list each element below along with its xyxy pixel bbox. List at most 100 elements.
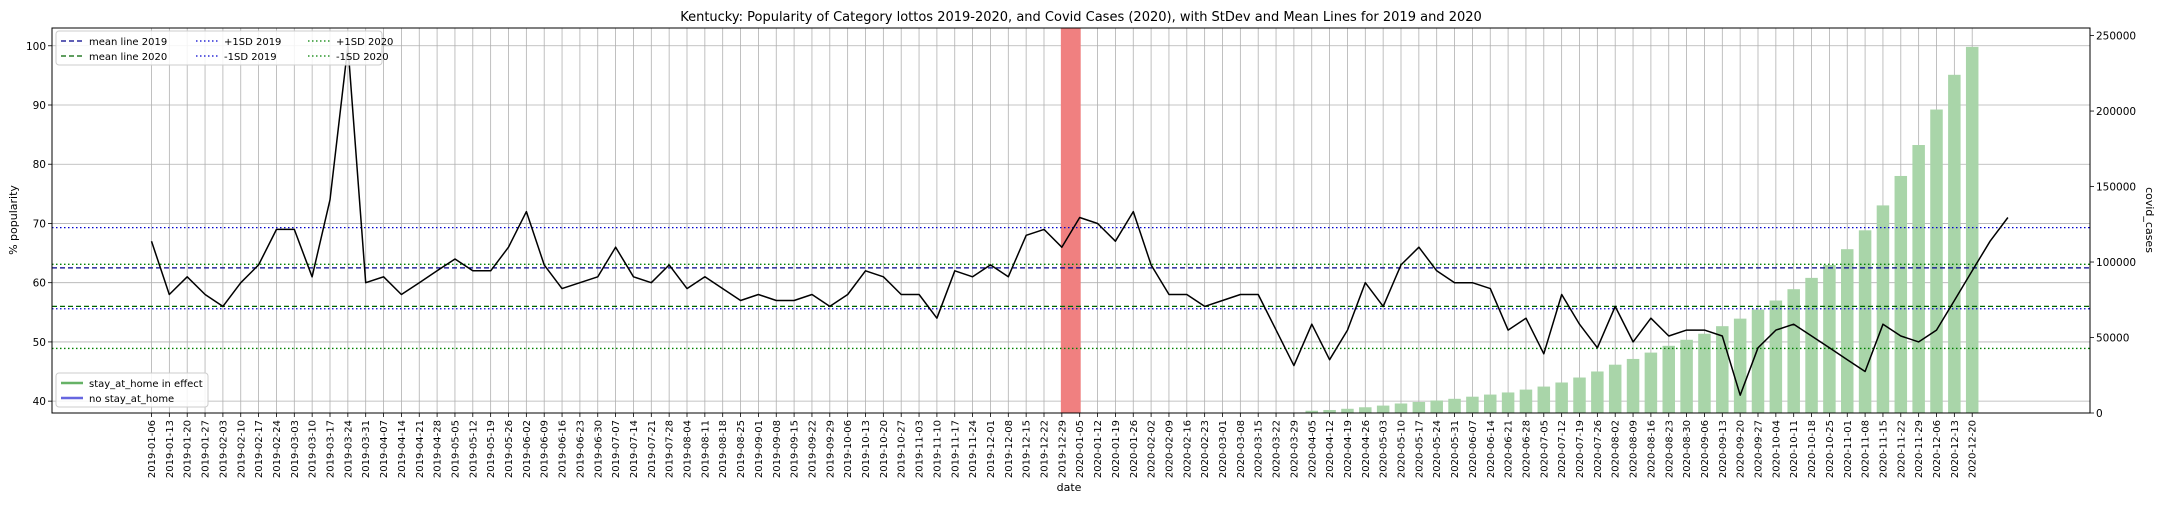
covid-bar	[1823, 265, 1836, 413]
x-tick-label: 2019-02-24	[272, 420, 283, 478]
x-tick-label: 2019-09-22	[807, 420, 818, 478]
y-tick-label: 80	[33, 159, 46, 171]
x-tick-label: 2019-02-03	[218, 420, 229, 478]
x-tick-label: 2020-02-02	[1147, 420, 1158, 478]
covid-bar	[1466, 396, 1479, 413]
x-tick-label: 2020-10-11	[1789, 420, 1800, 478]
covid-bar	[1573, 377, 1586, 413]
covid-bar	[1412, 401, 1426, 413]
x-tick-label: 2019-12-22	[1040, 420, 1051, 478]
x-tick-label: 2019-12-15	[1022, 420, 1033, 478]
x-tick-label: 2020-10-04	[1771, 420, 1782, 478]
x-tick-label: 2020-08-23	[1664, 420, 1675, 478]
x-tick-label: 2020-03-22	[1272, 420, 1283, 478]
y2-tick-label: 0	[2096, 408, 2103, 420]
x-tick-label: 2019-06-16	[558, 420, 569, 478]
legend-label: +1SD 2019	[224, 37, 281, 48]
x-tick-label: 2019-11-17	[950, 420, 961, 478]
reference-lines	[52, 226, 2090, 350]
x-tick-label: 2019-01-27	[201, 420, 212, 478]
x-tick-label: 2019-09-01	[754, 420, 765, 478]
x-tick-label: 2020-06-28	[1521, 420, 1532, 478]
x-tick-label: 2019-04-21	[415, 420, 426, 478]
x-tick-label: 2019-03-31	[361, 420, 372, 478]
x-tick-label: 2019-08-04	[683, 420, 694, 478]
x-tick-label: 2019-02-10	[236, 420, 247, 478]
x-tick-label: 2019-08-25	[736, 420, 747, 478]
covid-bar	[1948, 74, 1961, 413]
x-tick-label: 2020-08-02	[1611, 420, 1622, 478]
highlight-band	[1060, 28, 1081, 413]
x-tick-label: 2020-12-20	[1968, 420, 1979, 478]
x-tick-label: 2020-04-05	[1307, 420, 1318, 478]
x-tick-label: 2019-10-13	[861, 420, 872, 478]
x-tick-label: 2020-08-16	[1646, 420, 1657, 478]
legend-label: no stay_at_home	[89, 394, 174, 405]
covid-bar	[1841, 249, 1854, 413]
covid-bar	[1930, 109, 1943, 413]
x-tick-label: 2020-03-29	[1289, 420, 1300, 478]
x-tick-label: 2019-02-17	[254, 420, 265, 478]
legend-label: -1SD 2019	[224, 52, 277, 63]
x-tick-label: 2020-02-23	[1200, 420, 1211, 478]
legends: mean line 2019 mean line 2020 +1SD 2019 -1S…	[55, 30, 393, 408]
x-tick-label: 2020-05-10	[1397, 420, 1408, 478]
x-tick-label: 2020-04-12	[1325, 420, 1336, 478]
x-tick-label: 2019-05-26	[504, 420, 515, 478]
y2-tick-label: 50000	[2096, 333, 2129, 345]
x-tick-label: 2019-11-24	[968, 420, 979, 478]
y2-tick-label: 150000	[2096, 182, 2136, 194]
x-tick-label: 2020-12-06	[1932, 420, 1943, 478]
x-tick-label: 2019-08-18	[718, 420, 729, 478]
x-tick-label: 2020-03-08	[1236, 420, 1247, 478]
x-tick-label: 2020-07-26	[1593, 420, 1604, 478]
legend-label: stay_at_home in effect	[89, 379, 203, 390]
covid-bar	[1591, 371, 1604, 413]
covid-bar	[1448, 398, 1461, 413]
x-tick-label: 2019-01-06	[147, 420, 158, 478]
y-tick-label: 90	[33, 100, 46, 112]
covid-bar	[1394, 403, 1408, 413]
x-tick-label: 2019-01-20	[183, 420, 194, 478]
x-tick-label: 2020-10-18	[1807, 420, 1818, 478]
x-tick-label: 2019-03-24	[343, 420, 354, 478]
x-tick-label: 2019-12-29	[1057, 420, 1068, 478]
x-tick-label: 2019-07-28	[665, 420, 676, 478]
x-axis-label: date	[1057, 481, 1082, 494]
x-tick-label: 2019-04-07	[379, 420, 390, 478]
x-tick-label: 2020-07-19	[1575, 420, 1586, 478]
x-tick-label: 2019-09-15	[790, 420, 801, 478]
axes: 2019-01-06 2019-01-13 2019-01-20 2019-01-27…	[26, 27, 2136, 478]
y2-tick-label: 200000	[2096, 106, 2136, 118]
x-tick-label: 2020-11-08	[1861, 420, 1872, 478]
x-tick-label: 2020-05-24	[1432, 420, 1443, 478]
y-tick-label: 70	[33, 218, 46, 230]
covid-bar	[1484, 394, 1497, 413]
x-tick-label: 2020-09-13	[1718, 420, 1729, 478]
legend-label: +1SD 2020	[336, 37, 393, 48]
x-tick-label: 2020-11-01	[1843, 420, 1854, 478]
covid-bar	[1965, 46, 1979, 413]
covid-bar	[1716, 326, 1729, 413]
covid-bar	[1376, 405, 1390, 413]
covid-bar	[1323, 409, 1336, 413]
x-tick-label: 2019-04-28	[433, 420, 444, 478]
x-tick-label: 2019-03-03	[290, 420, 301, 478]
y2-tick-label: 100000	[2096, 257, 2136, 269]
plot-frame	[51, 27, 2091, 414]
y-tick-label: 50	[33, 337, 46, 349]
x-tick-label: 2019-12-08	[1004, 420, 1015, 478]
x-tick-label: 2020-06-21	[1504, 420, 1515, 478]
y2-tick-label: 250000	[2096, 31, 2136, 43]
covid-bar	[1787, 289, 1800, 413]
x-tick-label: 2020-09-06	[1700, 420, 1711, 478]
x-tick-label: 2020-12-13	[1950, 420, 1961, 478]
popularity-line-group	[150, 45, 2009, 396]
covid-bar	[1305, 410, 1318, 413]
x-tick-label: 2020-04-26	[1361, 420, 1372, 478]
covid-bar	[1501, 392, 1515, 413]
x-tick-label: 2020-07-12	[1557, 420, 1568, 478]
x-tick-label: 2019-09-08	[772, 420, 783, 478]
x-tick-label: 2019-07-14	[629, 420, 640, 478]
